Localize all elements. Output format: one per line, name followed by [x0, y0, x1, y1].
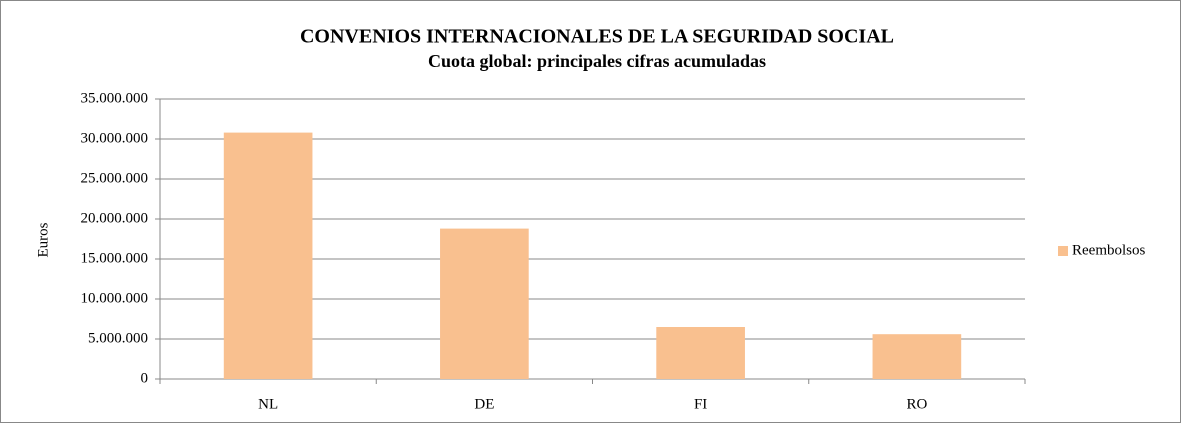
x-tick-label: NL [258, 396, 278, 412]
legend-label: Reembolsos [1072, 242, 1145, 258]
bar [223, 132, 313, 379]
y-tick-label: 5.000.000 [88, 330, 148, 346]
y-tick-label: 30.000.000 [81, 130, 149, 146]
y-tick-label: 20.000.000 [81, 210, 149, 226]
x-tick-label: FI [694, 396, 707, 412]
y-tick-label: 35.000.000 [81, 90, 149, 106]
y-tick-label: 0 [141, 370, 149, 386]
y-tick-label: 15.000.000 [81, 250, 149, 266]
x-tick-label: RO [906, 396, 927, 412]
y-axis-label: Euros [35, 222, 51, 257]
bar [656, 327, 745, 379]
chart-subtitle: Cuota global: principales cifras acumula… [428, 51, 766, 71]
legend-swatch [1058, 246, 1068, 256]
x-tick-label: DE [474, 396, 494, 412]
bar [440, 228, 529, 379]
bar [872, 334, 962, 379]
y-tick-label: 10.000.000 [81, 290, 149, 306]
y-tick-label: 25.000.000 [81, 170, 149, 186]
chart-title: CONVENIOS INTERNACIONALES DE LA SEGURIDA… [300, 26, 894, 48]
